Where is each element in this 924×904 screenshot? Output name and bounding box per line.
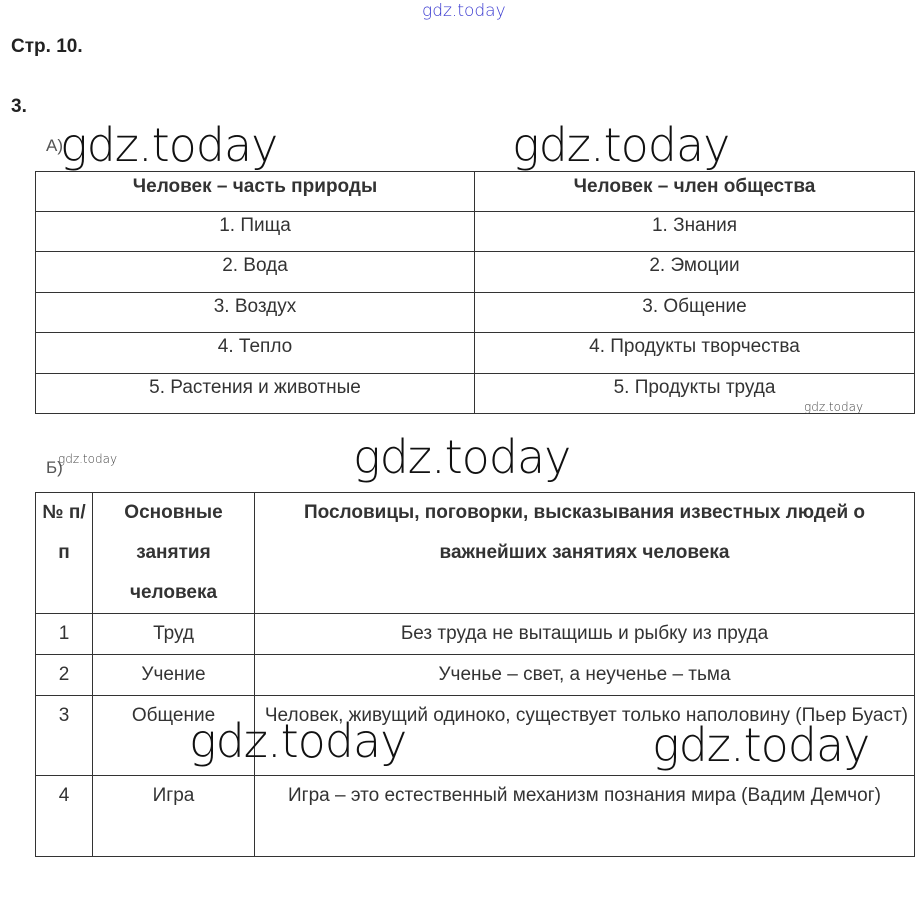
watermark: gdz.today <box>422 1 506 21</box>
cell: Игра <box>92 775 255 857</box>
table-header-row: № п/п Основные занятия человека Пословиц… <box>35 492 915 614</box>
section-a-label: А) <box>46 136 63 155</box>
table-row: 1. Пища 1. Знания <box>35 211 915 252</box>
table-row: 4. Тепло 4. Продукты творчества <box>35 332 915 374</box>
header-cell: Пословицы, поговорки, высказывания извес… <box>254 492 915 614</box>
cell: 4. Тепло <box>35 332 475 374</box>
cell: 3 <box>35 695 93 776</box>
watermark: gdz.today <box>189 714 407 768</box>
table-row: 3. Воздух 3. Общение <box>35 292 915 333</box>
cell: 2. Эмоции <box>474 251 915 293</box>
cell: Ученье – свет, а неученье – тьма <box>254 654 915 696</box>
cell: Труд <box>92 613 255 655</box>
watermark: gdz.today <box>804 400 864 414</box>
table-b: № п/п Основные занятия человека Пословиц… <box>35 492 915 857</box>
header-cell: Основные занятия человека <box>92 492 255 614</box>
table-row: 5. Растения и животные 5. Продукты труда <box>35 373 915 414</box>
table-row: 4 Игра Игра – это естественный механизм по… <box>35 775 915 857</box>
table-row: 1 Труд Без труда не вытащишь и рыбку из пр… <box>35 613 915 655</box>
table-row: 3 Общение Человек, живущий одиноко, сущест… <box>35 695 915 776</box>
cell: Учение <box>92 654 255 696</box>
cell: Без труда не вытащишь и рыбку из пруда <box>254 613 915 655</box>
section-b-label: Б) <box>46 458 63 477</box>
cell: 1. Знания <box>474 211 915 252</box>
cell: 1. Пища <box>35 211 475 252</box>
table-row: 2 Учение Ученье – свет, а неученье – тьма <box>35 654 915 696</box>
watermark: gdz.today <box>60 118 278 172</box>
cell: 2 <box>35 654 93 696</box>
cell: Игра – это естественный механизм познани… <box>254 775 915 857</box>
cell: 1 <box>35 613 93 655</box>
watermark: gdz.today <box>512 118 730 172</box>
header-cell: № п/п <box>35 492 93 614</box>
cell: 5. Продукты труда <box>474 373 915 414</box>
cell: 4 <box>35 775 93 857</box>
watermark: gdz.today <box>353 430 571 484</box>
cell: Человек, живущий одиноко, существует тол… <box>254 695 915 776</box>
cell: 2. Вода <box>35 251 475 293</box>
table-a: Человек – часть природы Человек – член о… <box>35 171 915 414</box>
cell: 3. Воздух <box>35 292 475 333</box>
header-cell: Человек – часть природы <box>35 171 475 212</box>
cell: 3. Общение <box>474 292 915 333</box>
page-label: Стр. 10. <box>11 36 83 57</box>
table-header-row: Человек – часть природы Человек – член о… <box>35 171 915 212</box>
cell: 4. Продукты творчества <box>474 332 915 374</box>
watermark: gdz.today <box>58 452 118 466</box>
watermark: gdz.today <box>652 718 870 772</box>
table-row: 2. Вода 2. Эмоции <box>35 251 915 293</box>
task-number: 3. <box>11 96 27 117</box>
cell: 5. Растения и животные <box>35 373 475 414</box>
header-cell: Человек – член общества <box>474 171 915 212</box>
